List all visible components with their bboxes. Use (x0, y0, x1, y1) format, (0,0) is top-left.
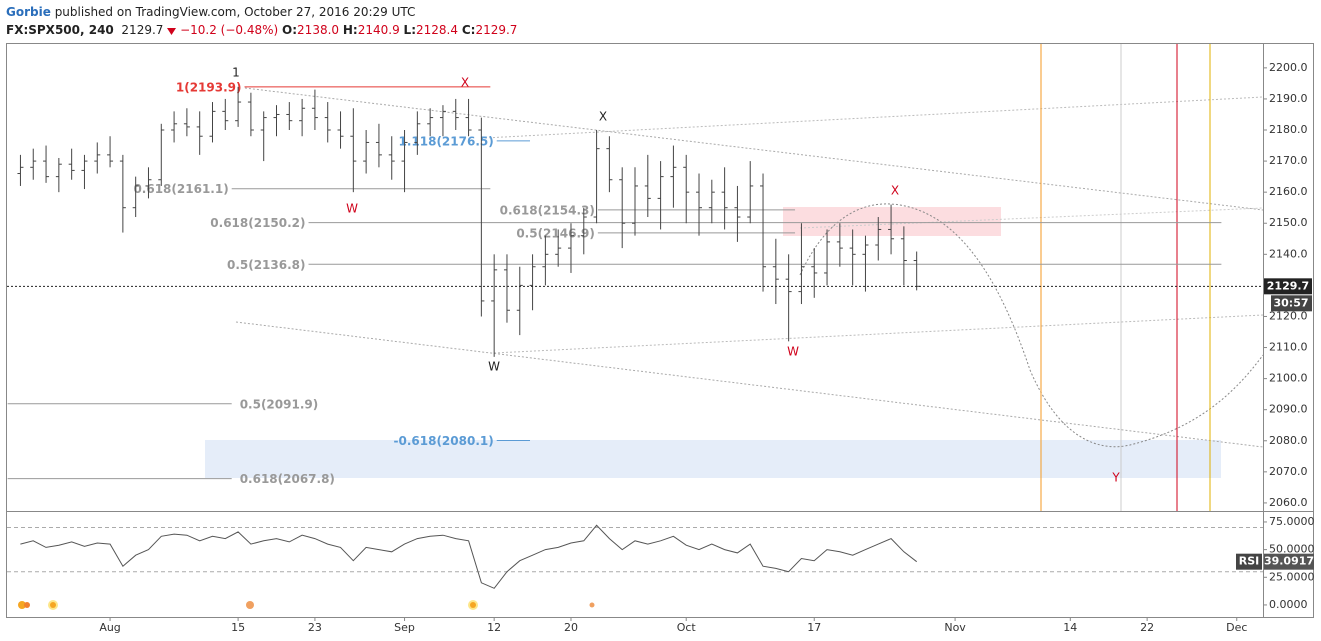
fib-label: 0.618(2067.8) (240, 472, 335, 486)
projection-curve (799, 203, 1264, 448)
y-tick-label: 2180.0 (1269, 123, 1308, 136)
rsi-value-box (1264, 553, 1314, 570)
frame (6, 43, 1314, 618)
trend-line (493, 314, 1264, 354)
y-tick-label: 2080.0 (1269, 434, 1308, 447)
ohlc-key: H: (342, 23, 358, 37)
y-tick-label: 50.0000 (1269, 543, 1315, 556)
wave-label: 1 (232, 66, 240, 80)
symbol-line: FX:SPX500, 240 2129.7 −10.2 (−0.48%) O:2… (6, 21, 517, 39)
change: −10.2 (−0.48%) (180, 23, 279, 37)
y-tick-label: 2110.0 (1269, 341, 1308, 354)
trend-line (484, 96, 1264, 139)
border (6, 43, 1314, 618)
ohlc-key: L: (403, 23, 416, 37)
ohlc-value: 2140.9 (357, 23, 400, 37)
y-tick-label: 2160.0 (1269, 185, 1308, 198)
ohlc-value: 2128.4 (416, 23, 458, 37)
fib-label: 0.5(2091.9) (240, 397, 319, 411)
y-tick-label: 2060.0 (1269, 496, 1308, 509)
symbol: FX:SPX500, 240 (6, 23, 114, 37)
fib-label: 0.5(2136.8) (227, 258, 306, 272)
target-zone (205, 440, 1221, 478)
wave-label: W (488, 360, 500, 374)
wave-label: Y (1111, 471, 1120, 485)
y-tick-label: 2140.0 (1269, 247, 1308, 260)
x-tick-label: Oct (677, 621, 697, 634)
event-dot[interactable] (470, 602, 476, 608)
ohlc: O:2138.0 H:2140.9 L:2128.4 C:2129.7 (282, 23, 517, 37)
published: published on TradingView.com, October 27… (54, 5, 416, 19)
x-tick-label: Nov (944, 621, 966, 634)
ohlc-key: O: (282, 23, 298, 37)
event-dot[interactable] (50, 602, 56, 608)
wave-label: W (346, 202, 358, 216)
y-tick-label: 75.0000 (1269, 515, 1315, 528)
rsi-line (20, 524, 918, 589)
fib-label: 0.618(2150.2) (210, 216, 305, 230)
x-tick-label: 22 (1140, 621, 1154, 634)
events (18, 600, 595, 610)
ohlc-value: 2138.0 (297, 23, 340, 37)
wave-label: W (787, 345, 799, 359)
fib-label: 1(2193.9) (176, 80, 242, 94)
fib-label: 0.618(2161.1) (133, 182, 228, 196)
last-price-box (1264, 278, 1312, 295)
price-bars (17, 86, 920, 357)
author[interactable]: Gorbie (6, 5, 51, 19)
y-tick-label: 2200.0 (1269, 61, 1308, 74)
trend-line (799, 207, 1264, 229)
y-tick-label: 2100.0 (1269, 372, 1308, 385)
countdown-box (1271, 295, 1312, 312)
countdown: 30:57 (1273, 296, 1308, 309)
fib-label: 1.118(2176.5) (398, 134, 493, 148)
fib-label: -0.618(2080.1) (394, 434, 494, 448)
event-dot[interactable] (18, 601, 26, 609)
y-tick-label: 0.0000 (1269, 598, 1308, 611)
x-tick-label: Aug (99, 621, 120, 634)
ohlc-key: C: (461, 23, 476, 37)
x-tick-label: Dec (1226, 621, 1247, 634)
y-tick-label: 25.0000 (1269, 570, 1315, 583)
wave-label: X (599, 110, 607, 124)
decorations (205, 43, 1264, 511)
x-tick-label: Sep (394, 621, 415, 634)
rsi-name: RSI (1239, 555, 1260, 568)
y-tick-label: 2170.0 (1269, 154, 1308, 167)
x-tick-label: 23 (308, 621, 322, 634)
x-tick-label: 12 (487, 621, 501, 634)
publish-line: Gorbie published on TradingView.com, Oct… (6, 3, 517, 21)
y-tick-label: 2070.0 (1269, 465, 1308, 478)
last: 2129.7 (121, 23, 164, 37)
y-tick-label: 2150.0 (1269, 216, 1308, 229)
event-dot[interactable] (24, 602, 30, 608)
y-tick-label: 2090.0 (1269, 403, 1308, 416)
trend-line (235, 321, 1264, 448)
wave-label: X (891, 184, 899, 198)
x-tick-label: 20 (564, 621, 578, 634)
event-dot[interactable] (589, 602, 595, 608)
resistance-zone (783, 207, 1001, 236)
rsi-name-box (1236, 553, 1262, 570)
rsi-value: 39.0917 (1264, 555, 1314, 568)
last-price-label: 2129.7 (1267, 279, 1309, 292)
y-tick-label: 2120.0 (1269, 309, 1308, 322)
x-tick-label: 14 (1063, 621, 1077, 634)
x-tick-label: 17 (807, 621, 821, 634)
down-arrow (167, 27, 177, 35)
y-tick-label: 2190.0 (1269, 92, 1308, 105)
wave-label: X (461, 76, 469, 90)
event-dot[interactable] (246, 601, 254, 609)
fib-label: 0.5(2146.9) (516, 226, 595, 240)
x-tick-label: 15 (231, 621, 245, 634)
fib-label: 0.618(2154.3) (500, 203, 595, 217)
ohlc-value: 2129.7 (475, 23, 518, 37)
header: Gorbie published on TradingView.com, Oct… (6, 3, 517, 39)
trend-line (244, 87, 1264, 211)
